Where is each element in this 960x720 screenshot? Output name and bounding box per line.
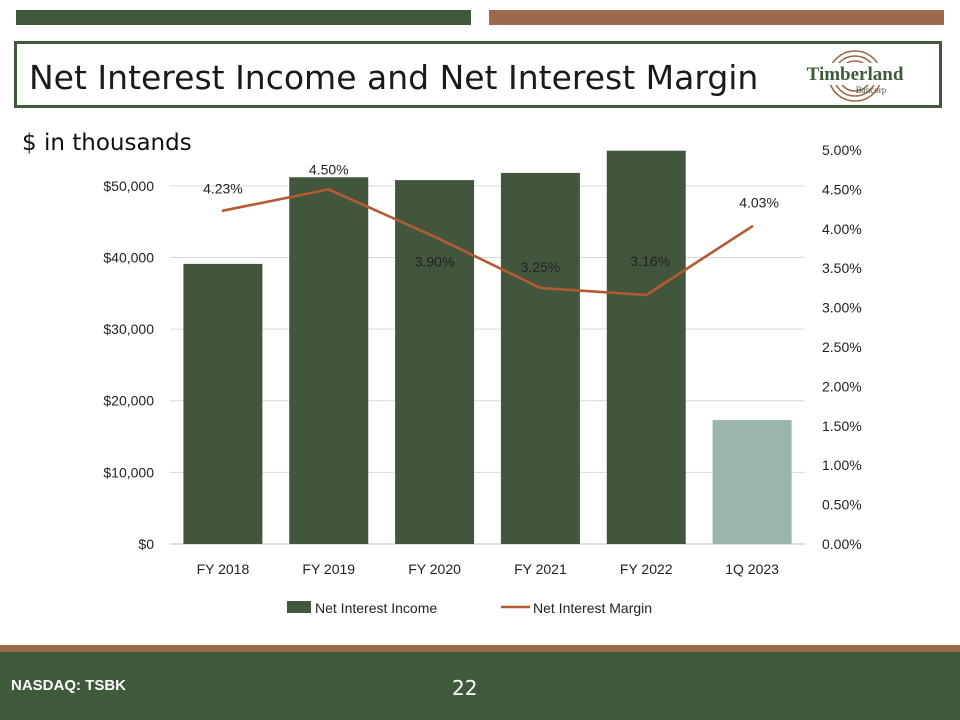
left-tick-label: $10,000 (103, 464, 154, 480)
margin-point (539, 286, 542, 290)
right-tick-label: 1.50% (822, 418, 862, 434)
units-note: $ in thousands (22, 130, 192, 156)
right-tick-label: 3.50% (822, 260, 862, 276)
title-box: Net Interest Income and Net Interest Mar… (14, 41, 942, 108)
legend-label-nim: Net Interest Margin (533, 600, 652, 616)
margin-data-label: 4.03% (739, 194, 779, 210)
right-tick-label: 5.00% (822, 142, 862, 158)
margin-point (644, 293, 648, 297)
margin-data-label: 4.23% (203, 181, 243, 197)
footer-ticker: NASDAQ: TSBK (11, 677, 126, 694)
right-tick-label: 1.00% (822, 457, 862, 473)
category-label: FY 2018 (197, 561, 250, 577)
logo-text-main: Timberland (807, 64, 904, 85)
category-label: FY 2020 (408, 561, 461, 577)
right-tick-label: 3.00% (822, 300, 862, 316)
footer-accent-line (0, 645, 960, 652)
bar (712, 420, 792, 544)
category-label: FY 2019 (302, 561, 355, 577)
left-tick-label: $20,000 (103, 393, 154, 409)
page-number: 22 (452, 676, 478, 700)
legend-swatch-nii (287, 601, 311, 613)
bar (183, 263, 263, 544)
header-accent-brown (489, 10, 944, 25)
bar (500, 172, 580, 544)
bar (395, 180, 475, 544)
right-tick-label: 0.50% (822, 497, 862, 513)
footer-bar: NASDAQ: TSBK 22 (0, 652, 960, 720)
bar (289, 177, 369, 545)
slide-title: Net Interest Income and Net Interest Mar… (29, 58, 759, 97)
category-label: 1Q 2023 (725, 561, 779, 577)
margin-point (221, 209, 225, 212)
header-accent-green (16, 10, 471, 25)
left-tick-label: $50,000 (103, 178, 154, 194)
margin-point (750, 225, 754, 228)
right-tick-label: 2.50% (822, 339, 862, 355)
category-label: FY 2021 (514, 561, 567, 577)
margin-line (222, 188, 753, 297)
category-label: FY 2022 (620, 561, 673, 577)
bar (606, 150, 686, 544)
right-tick-label: 0.00% (822, 536, 862, 552)
left-tick-label: $40,000 (103, 249, 154, 265)
nii-nim-chart: $0 $10,000 $20,000 $30,000 $40,000 $50,000 0.0… (103, 142, 862, 616)
right-tick-label: 4.50% (822, 181, 862, 197)
margin-data-label: 3.90% (415, 254, 455, 270)
legend-label-nii: Net Interest Income (315, 600, 437, 616)
left-tick-label: $0 (138, 536, 154, 552)
margin-point (327, 188, 331, 191)
margin-data-label: 3.25% (521, 259, 561, 275)
margin-data-label: 4.50% (309, 161, 349, 177)
margin-data-label: 3.16% (630, 253, 670, 269)
right-tick-label: 2.00% (822, 378, 862, 394)
right-tick-label: 4.00% (822, 221, 862, 237)
margin-point (433, 235, 436, 238)
timberland-logo: Timberland Bancorp (799, 50, 911, 102)
left-tick-label: $30,000 (103, 321, 154, 337)
logo-text-sub: Bancorp (856, 85, 887, 95)
